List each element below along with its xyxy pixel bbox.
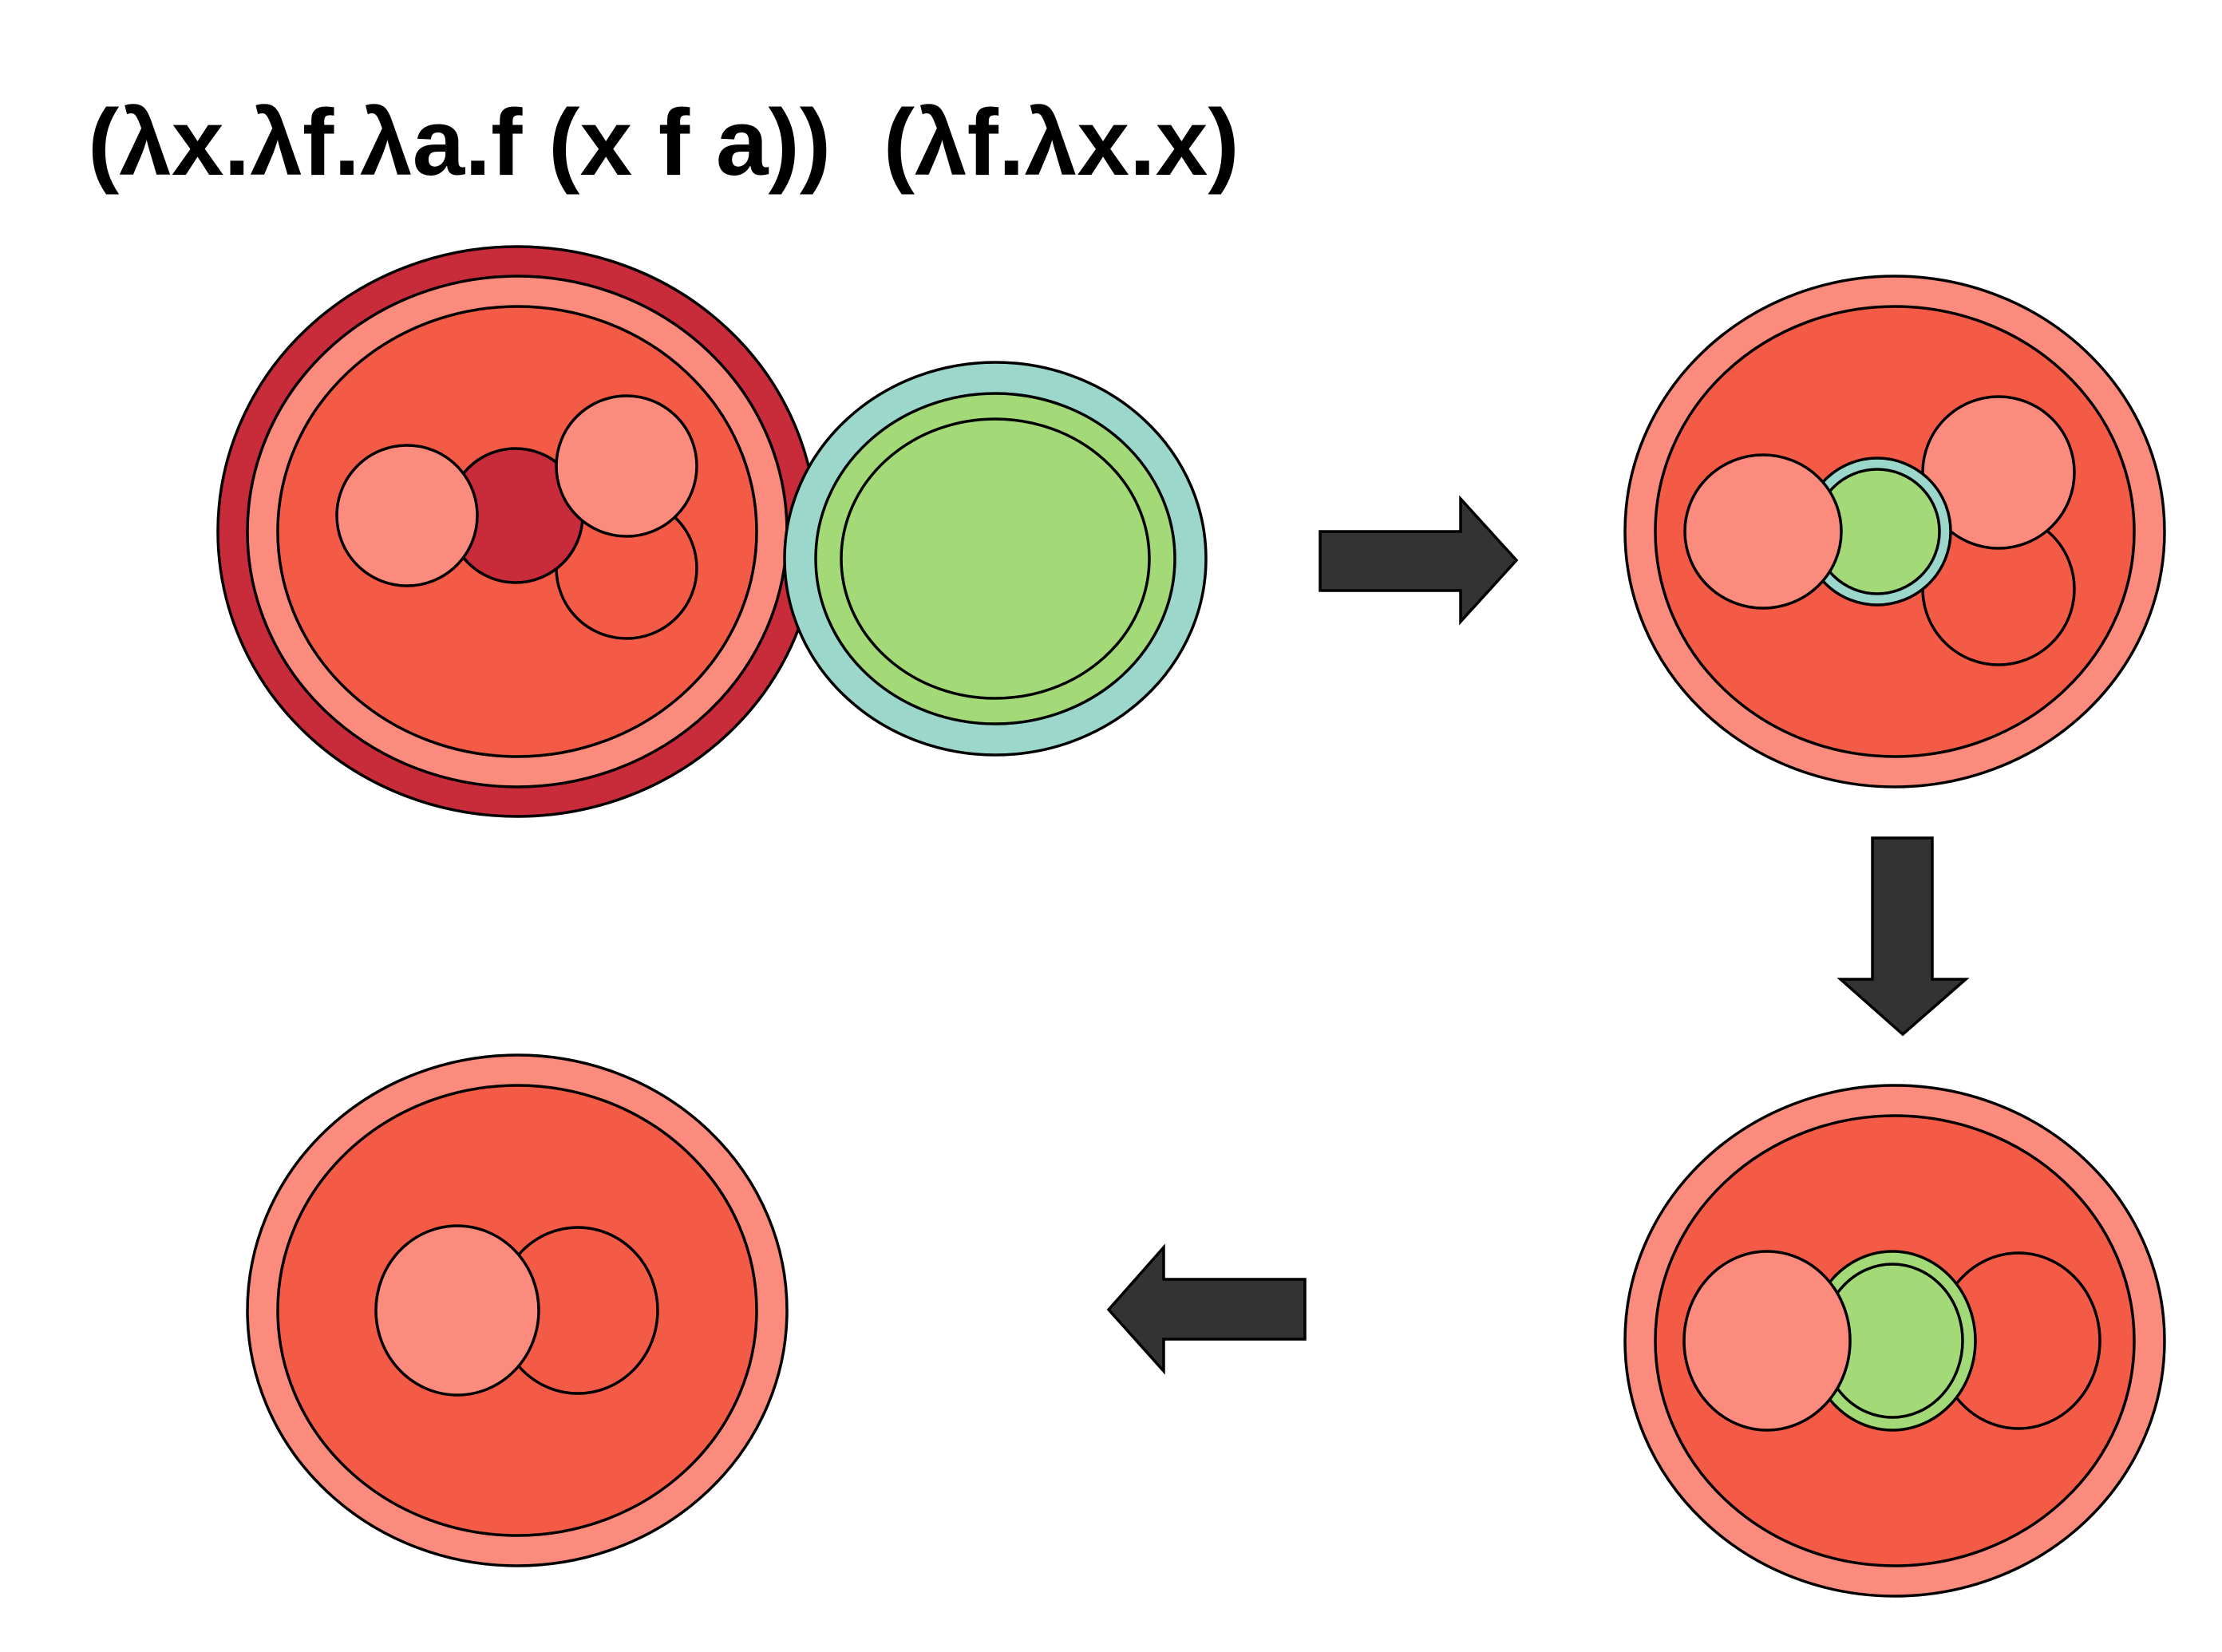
stage-2-circle-left bbox=[1683, 453, 1843, 610]
successor-term bbox=[216, 245, 818, 818]
stage-1-application bbox=[216, 245, 1208, 818]
result-circle-left bbox=[374, 1224, 540, 1397]
variable-circle-left bbox=[335, 444, 479, 587]
stage-4-result bbox=[246, 1053, 789, 1567]
zero-inner-body bbox=[840, 417, 1151, 700]
stage-3-circle-left bbox=[1682, 1250, 1852, 1432]
stage-2-substituted bbox=[1623, 275, 2166, 788]
variable-circle-upper bbox=[555, 394, 698, 538]
arrow-right bbox=[1319, 495, 1519, 626]
zero-term bbox=[783, 361, 1208, 757]
lambda-expression-title: (λx.λf.λa.f (x f a)) (λf.λx.x) bbox=[88, 90, 1239, 196]
stage-3-reduced bbox=[1623, 1084, 2166, 1598]
arrow-left bbox=[1106, 1243, 1307, 1375]
arrow-down bbox=[1837, 836, 1970, 1037]
